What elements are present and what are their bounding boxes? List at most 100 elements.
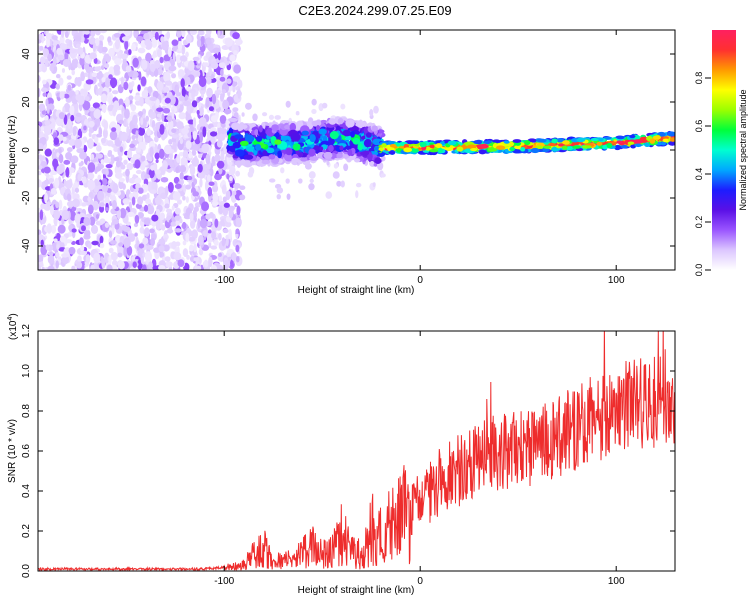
colorbar-tick-label: 0.0 [694,264,704,277]
heatmap-cell [90,30,96,38]
heatmap-cell [142,183,149,193]
heatmap-cell [72,128,77,137]
heatmap-cell [87,196,91,202]
heatmap-cell [235,255,240,263]
heatmap-cell [298,178,303,184]
heatmap-cell [84,72,89,78]
heatmap-cell [159,252,165,258]
heatmap-cell [58,147,62,155]
heatmap-cell [45,171,50,179]
heatmap-cell [191,100,198,108]
heatmap-cell [77,255,82,262]
heatmap-cell [388,151,396,155]
heatmap-cell [111,224,115,235]
heatmap-cell [668,141,675,146]
heatmap-cell [120,76,124,88]
heatmap-cell [45,37,49,48]
heatmap-cell [94,135,99,144]
heatmap-cell [108,177,113,184]
heatmap-cell [95,72,103,80]
heatmap-cell [143,218,151,225]
heatmap-cell [149,146,154,158]
heatmap-cell [154,152,160,160]
heatmap-cell [80,245,85,252]
heatmap-cell [169,151,173,161]
heatmap-cell [143,33,150,41]
heatmap-cell [585,145,592,149]
heatmap-cell [90,153,95,161]
heatmap-cell [41,79,47,85]
heatmap-cell [41,110,47,115]
heatmap-cell [125,168,130,177]
heatmap-cell [261,112,268,117]
heatmap-cell [319,146,324,152]
heatmap-y-label: Frequency (Hz) [7,116,18,185]
heatmap-cell [56,244,60,250]
heatmap-cell [235,228,240,235]
heatmap-cell [96,133,102,138]
heatmap-cell [352,137,361,145]
heatmap-cell [456,146,464,152]
heatmap-cell [146,127,151,136]
heatmap-cell [111,127,117,132]
heatmap-cell [60,43,68,50]
snr-x-ticks: -100 0 100 [214,331,625,587]
heatmap-cell [150,165,155,171]
heatmap-cell [374,146,380,152]
heatmap-cell [188,244,194,252]
heatmap-cell [154,31,159,41]
heatmap-cell [262,150,268,156]
heatmap-cell [193,257,200,262]
heatmap-cell [102,185,108,193]
heatmap-cell [311,98,317,106]
heatmap-cell [171,240,177,250]
heatmap-cell [234,149,245,157]
heatmap-cell [61,209,70,221]
heatmap-cell [182,150,189,158]
heatmap-cell [48,177,54,183]
heatmap-cell [38,179,43,188]
heatmap-cell [101,258,106,269]
heatmap-cell [155,122,160,131]
heatmap-cell [196,33,200,41]
heatmap-cell [56,152,60,158]
heatmap-cell [107,36,112,43]
heatmap-cell [50,187,57,195]
heatmap-cell [216,160,225,169]
heatmap-cell [155,158,159,164]
heatmap-cell [74,138,82,149]
heatmap-cell [261,159,271,165]
heatmap-cell [182,240,187,246]
heatmap-cell [268,178,276,183]
heatmap-cell [118,242,124,247]
heatmap-cell [93,252,101,263]
heatmap-cell [113,146,119,152]
heatmap-cell [198,101,202,109]
heatmap-cell [276,187,284,194]
heatmap-cell [245,102,252,110]
heatmap-cell [83,125,87,131]
heatmap-cell [171,109,175,120]
heatmap-cell [163,71,171,83]
heatmap-cell [140,171,147,181]
heatmap-cell [46,103,50,115]
heatmap-cell [122,226,131,233]
heatmap-cell [478,149,487,155]
heatmap-cell [156,113,162,118]
heatmap-cell [74,213,81,224]
heatmap-cell [126,245,133,256]
y-tick-label: 1.2 [21,324,32,338]
y-tick-label: 0.6 [21,444,32,458]
heatmap-cell [59,35,65,46]
heatmap-cell [57,224,66,234]
heatmap-cell [308,148,316,157]
heatmap-cell [145,198,152,205]
heatmap-cell [343,163,349,172]
heatmap-cell [91,72,97,78]
heatmap-cell [134,94,141,102]
heatmap-cell [196,70,201,78]
heatmap-cell [230,259,234,268]
heatmap-cell [40,239,44,247]
heatmap-cell [165,208,173,213]
heatmap-cell [100,137,106,144]
